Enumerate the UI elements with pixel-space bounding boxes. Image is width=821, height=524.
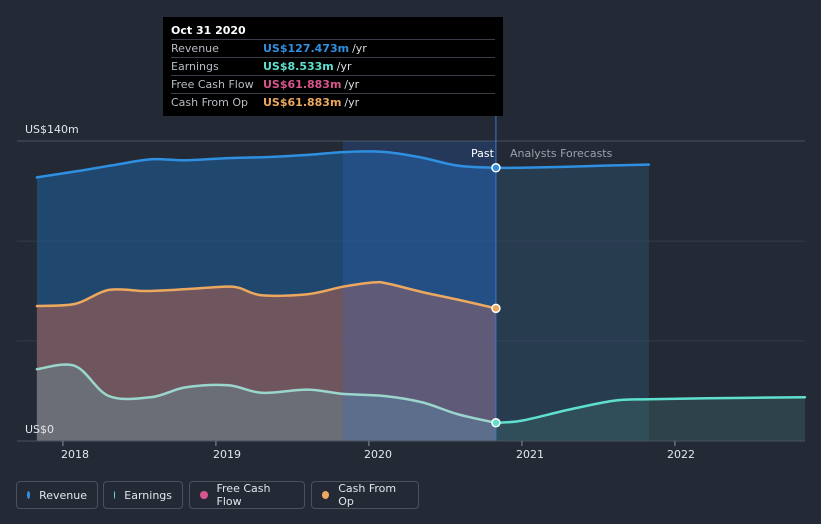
earnings-forecast-area [495, 397, 805, 441]
tooltip-row-revenue: Revenue US$127.473m /yr [171, 39, 495, 57]
tooltip-unit: /yr [352, 42, 367, 55]
legend-cash-from-op[interactable]: Cash From Op [311, 481, 419, 509]
data-tooltip: Oct 31 2020 Revenue US$127.473m /yr Earn… [163, 17, 503, 116]
legend-revenue[interactable]: Revenue [16, 481, 98, 509]
legend-label: Revenue [39, 488, 87, 502]
cash-from-op-dot-icon [322, 491, 330, 499]
cash-from-op-marker [491, 303, 501, 314]
tooltip-label: Earnings [171, 60, 219, 73]
tooltip-value: US$127.473m [263, 42, 350, 55]
legend-label: Cash From Op [338, 482, 397, 508]
past-label: Past [471, 147, 494, 160]
free-cash-flow-dot-icon [200, 491, 208, 499]
tooltip-unit: /yr [344, 78, 360, 91]
tooltip-value: US$61.883m [263, 96, 342, 109]
legend-free-cash-flow[interactable]: Free Cash Flow [189, 481, 305, 509]
y-axis-zero-label: US$0 [25, 423, 55, 436]
revenue-dot-icon [27, 491, 31, 499]
tooltip-label: Free Cash Flow [171, 78, 254, 91]
cash-from-op-line [35, 280, 498, 310]
x-tick-2020: 2020 [364, 448, 392, 461]
analysts-forecasts-label: Analysts Forecasts [510, 147, 613, 160]
tooltip-unit: /yr [344, 96, 360, 109]
legend-label: Free Cash Flow [216, 482, 271, 508]
tooltip-date: Oct 31 2020 [171, 24, 246, 37]
x-tick-2019: 2019 [213, 448, 241, 461]
legend-label: Earnings [124, 488, 172, 502]
earnings-forecast-line [494, 396, 807, 425]
earnings-dot-icon [114, 491, 116, 499]
revenue-marker [491, 163, 501, 173]
legend-earnings[interactable]: Earnings [103, 481, 183, 509]
tooltip-value: US$8.533m [263, 60, 334, 73]
earnings-marker [491, 418, 501, 428]
earnings-area [36, 364, 496, 441]
revenue-line [35, 150, 498, 179]
revenue-forecast-line [494, 163, 651, 170]
x-tick-2022: 2022 [667, 448, 695, 461]
tooltip-value: US$61.883m [263, 78, 342, 91]
tooltip-row-cash-from-op: Cash From Op US$61.883m /yr [171, 93, 495, 111]
y-axis-top-label: US$140m [25, 123, 79, 136]
tooltip-row-earnings: Earnings US$8.533m /yr [171, 57, 495, 75]
revenue-forecast-area [495, 164, 649, 441]
tooltip-label: Revenue [171, 42, 219, 55]
tooltip-unit: /yr [336, 60, 352, 73]
tooltip-label: Cash From Op [171, 96, 249, 109]
x-tick-2018: 2018 [61, 448, 89, 461]
x-tick-2021: 2021 [516, 448, 544, 461]
earnings-line [35, 363, 498, 425]
tooltip-row-free-cash-flow: Free Cash Flow US$61.883m /yr [171, 75, 495, 93]
